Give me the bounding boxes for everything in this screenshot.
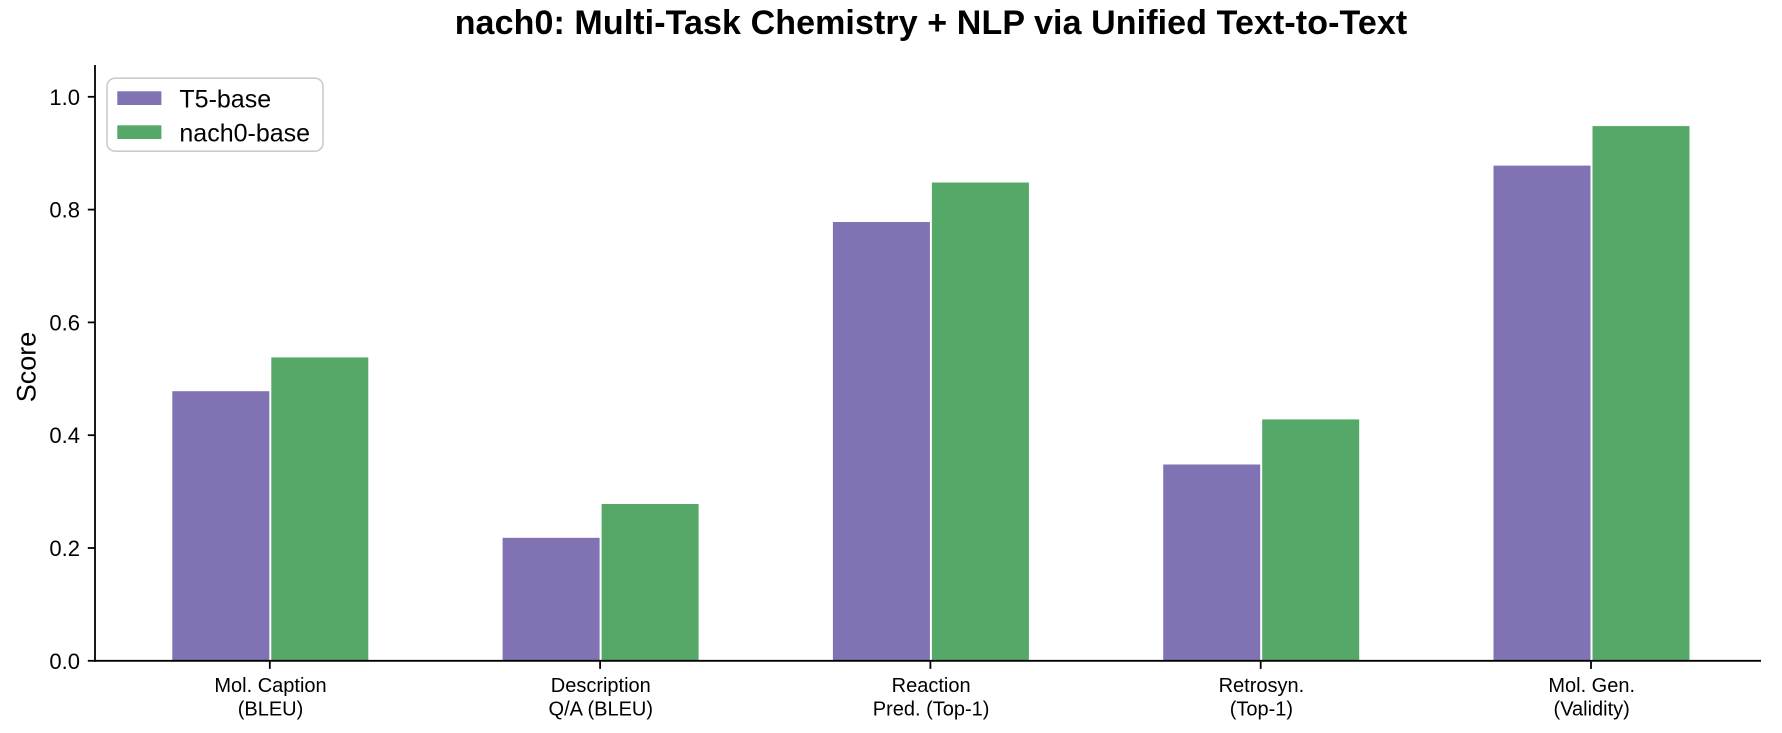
svg-text:Pred. (Top-1): Pred. (Top-1)	[873, 699, 990, 721]
svg-text:(Top-1): (Top-1)	[1230, 699, 1293, 721]
svg-text:(Validity): (Validity)	[1554, 699, 1630, 721]
svg-text:Reaction: Reaction	[892, 675, 971, 697]
svg-text:1.0: 1.0	[49, 85, 80, 110]
svg-text:nach0: Multi-Task Chemistry +: nach0: Multi-Task Chemistry + NLP via Un…	[455, 4, 1408, 42]
svg-text:nach0-base: nach0-base	[179, 119, 310, 147]
svg-text:0.8: 0.8	[49, 198, 80, 223]
svg-text:Q/A (BLEU): Q/A (BLEU)	[549, 699, 653, 721]
svg-text:0.0: 0.0	[49, 649, 80, 674]
svg-text:0.2: 0.2	[49, 536, 80, 561]
svg-text:Description: Description	[551, 675, 651, 697]
svg-text:Score: Score	[12, 332, 42, 403]
svg-text:Retrosyn.: Retrosyn.	[1219, 675, 1305, 697]
svg-text:Mol. Caption: Mol. Caption	[214, 675, 326, 697]
svg-text:0.6: 0.6	[49, 310, 80, 335]
svg-text:(BLEU): (BLEU)	[238, 699, 304, 721]
svg-text:0.4: 0.4	[49, 423, 80, 448]
svg-text:Mol. Gen.: Mol. Gen.	[1548, 675, 1635, 697]
svg-text:T5-base: T5-base	[179, 85, 271, 113]
